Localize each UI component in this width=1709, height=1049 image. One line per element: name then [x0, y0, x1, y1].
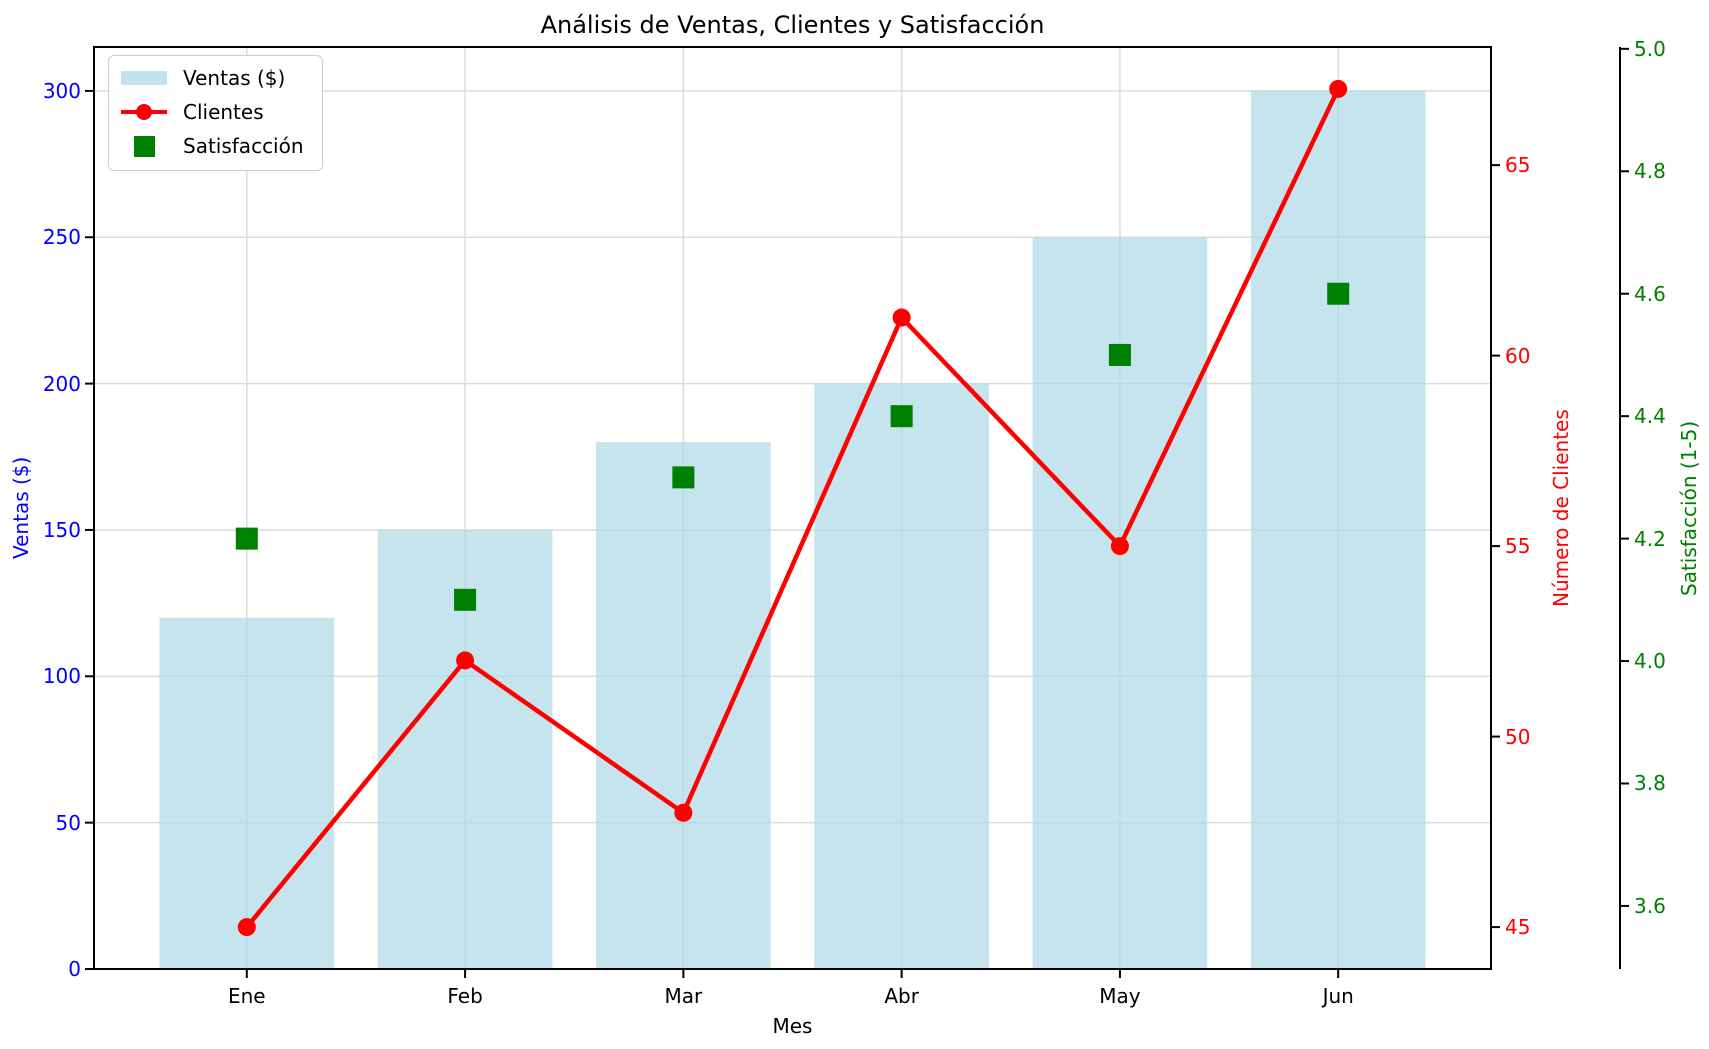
- clientes-point-Abr: [892, 308, 911, 327]
- month-tick-label: Mar: [664, 984, 703, 1008]
- legend-label-ventas: Ventas ($): [183, 66, 286, 90]
- satisfaccion-point-Jun: [1327, 282, 1350, 305]
- ventas-tick-label: 0: [68, 957, 81, 981]
- satisfaccion-tick-label: 4.4: [1634, 404, 1666, 429]
- ventas-bar-Mar: [596, 442, 771, 970]
- satisfaccion-tick-label: 5.0: [1634, 36, 1666, 61]
- ventas-tick-label: 250: [42, 225, 81, 250]
- satisfaccion-tick-label: 4.6: [1634, 281, 1666, 306]
- clientes-tick-label: 65: [1505, 153, 1531, 178]
- legend-item-satisfaccion: Satisfacción: [121, 134, 304, 158]
- clientes-line-marker-icon: [121, 104, 167, 120]
- legend-item-clientes: Clientes: [121, 100, 304, 124]
- satisfaccion-tick-label: 3.6: [1634, 893, 1666, 918]
- month-tick-label: Abr: [884, 984, 919, 1008]
- satisfaccion-tick-label: 4.0: [1634, 649, 1666, 674]
- clientes-tick-label: 50: [1505, 724, 1531, 749]
- ventas-tick-label: 300: [42, 78, 81, 103]
- chart-title: Análisis de Ventas, Clientes y Satisfacc…: [540, 11, 1045, 39]
- satisfaccion-point-Feb: [454, 588, 477, 611]
- ventas-tick-label: 150: [42, 517, 81, 542]
- clientes-point-May: [1110, 537, 1129, 556]
- satisfaccion-tick-label: 3.8: [1634, 771, 1666, 796]
- axes-frame: [93, 46, 1492, 970]
- clientes-point-Mar: [674, 803, 693, 822]
- month-tick-label: May: [1099, 984, 1141, 1008]
- month-tick-label: Ene: [227, 984, 266, 1008]
- clientes-point-Ene: [237, 918, 256, 937]
- satisfaccion-point-Ene: [235, 527, 258, 550]
- ventas-tick-label: 50: [55, 810, 81, 835]
- x-axis-label: Mes: [772, 1014, 813, 1038]
- clientes-point-Jun: [1329, 79, 1348, 98]
- satisfaccion-square-swatch-icon: [133, 135, 155, 157]
- month-tick-label: Jun: [1322, 984, 1354, 1008]
- legend-label-satisfaccion: Satisfacción: [183, 134, 304, 158]
- month-tick-label: Feb: [447, 984, 483, 1008]
- ventas-bar-Jun: [1250, 90, 1426, 969]
- clientes-tick-label: 45: [1505, 915, 1531, 940]
- satisfaccion-tick-label: 4.2: [1634, 526, 1666, 551]
- ventas-tick-label: 200: [42, 371, 81, 396]
- ventas-tick-label: 100: [42, 664, 81, 689]
- satisfaccion-point-May: [1108, 343, 1131, 366]
- ventas-bar-Ene: [159, 617, 335, 969]
- clientes-line: [244, 86, 1341, 930]
- legend-label-clientes: Clientes: [183, 100, 264, 124]
- clientes-tick-label: 55: [1505, 534, 1531, 559]
- ventas-bar-swatch-icon: [121, 71, 167, 85]
- legend-item-ventas: Ventas ($): [121, 66, 304, 90]
- legend: Ventas ($) Clientes Satisfacción: [108, 55, 323, 171]
- clientes-point-Feb: [456, 651, 475, 670]
- satisfaccion-tick-label: 4.8: [1634, 159, 1666, 184]
- satisfaccion-point-Mar: [672, 466, 695, 489]
- satisfaccion-point-Abr: [890, 405, 913, 428]
- clientes-tick-label: 60: [1505, 343, 1531, 368]
- ventas-bar-Abr: [814, 383, 989, 970]
